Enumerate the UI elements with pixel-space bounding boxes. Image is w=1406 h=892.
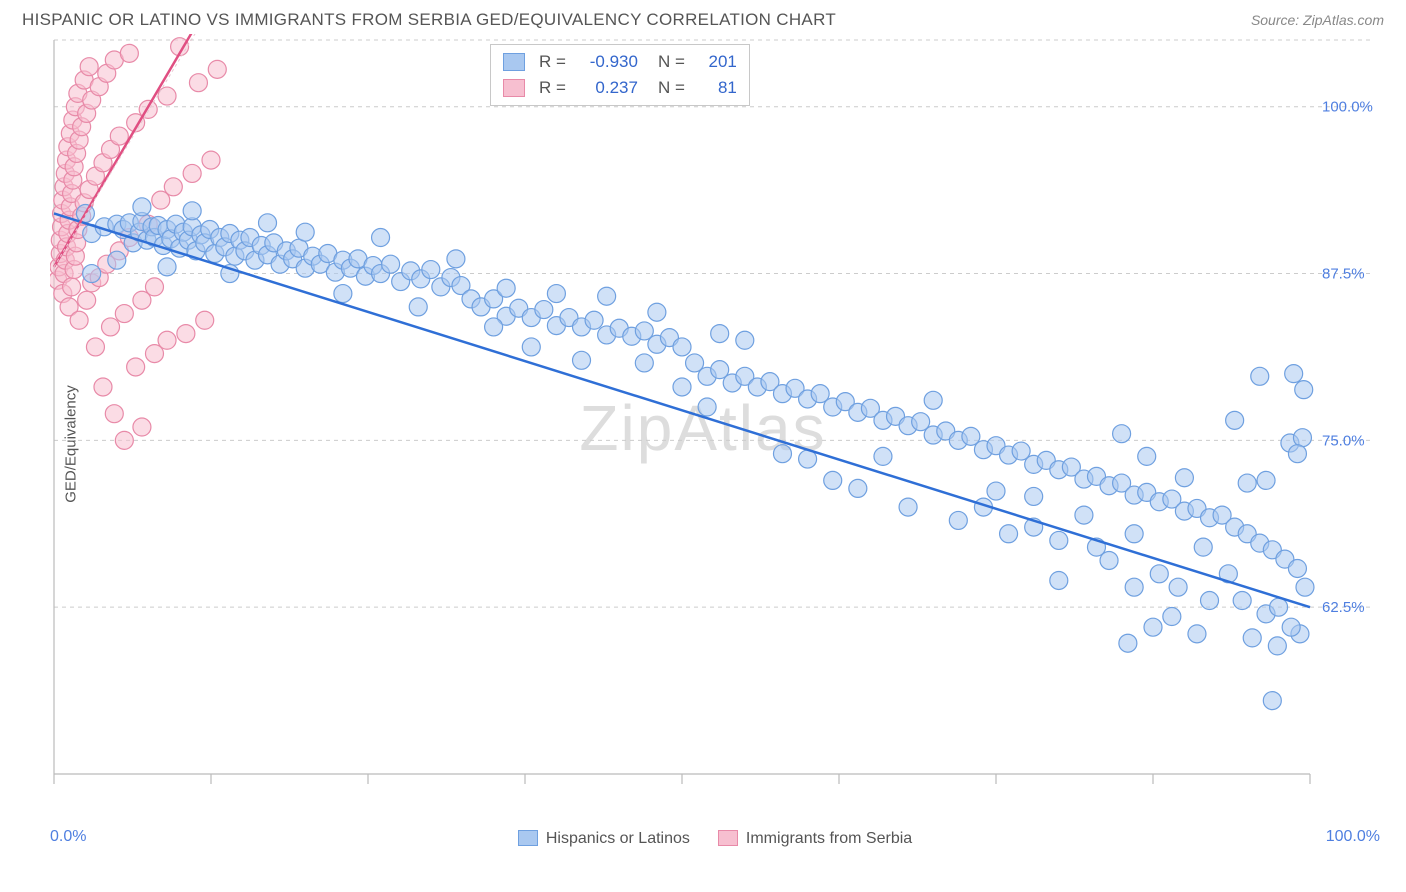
series-legend: Hispanics or Latinos Immigrants from Serb… [50,830,1380,848]
stat-n-value: 81 [695,78,737,98]
plot-container: GED/Equivalency ZipAtlas 62.5%75.0%87.5%… [0,34,1406,854]
stats-legend-row: R = 0.237 N = 81 [503,75,737,101]
stat-r-value: 0.237 [576,78,638,98]
legend-label: Hispanics or Latinos [546,830,690,847]
stat-n-label: N = [658,52,685,72]
stat-r-label: R = [539,78,566,98]
source-attribution: Source: ZipAtlas.com [1251,12,1384,28]
svg-text:62.5%: 62.5% [1322,599,1365,616]
svg-text:75.0%: 75.0% [1322,432,1365,449]
stat-r-label: R = [539,52,566,72]
stats-legend-row: R = -0.930 N = 201 [503,49,737,75]
stat-n-label: N = [658,78,685,98]
stats-legend: R = -0.930 N = 201 R = 0.237 N = 81 [490,44,750,106]
chart-title: HISPANIC OR LATINO VS IMMIGRANTS FROM SE… [22,10,836,30]
legend-item: Hispanics or Latinos [518,830,690,848]
stat-n-value: 201 [695,52,737,72]
legend-swatch [518,830,538,846]
legend-label: Immigrants from Serbia [746,830,912,847]
legend-item: Immigrants from Serbia [718,830,912,848]
svg-text:87.5%: 87.5% [1322,266,1365,283]
legend-swatch [718,830,738,846]
scatter-chart: 62.5% 75.0% 87.5% 100.0% [50,34,1380,814]
x-axis-labels: 0.0% 100.0% Hispanics or LatinosImmigran… [50,818,1380,854]
legend-swatch [503,53,525,71]
stat-r-value: -0.930 [576,52,638,72]
svg-text:100.0%: 100.0% [1322,99,1373,116]
legend-swatch [503,79,525,97]
